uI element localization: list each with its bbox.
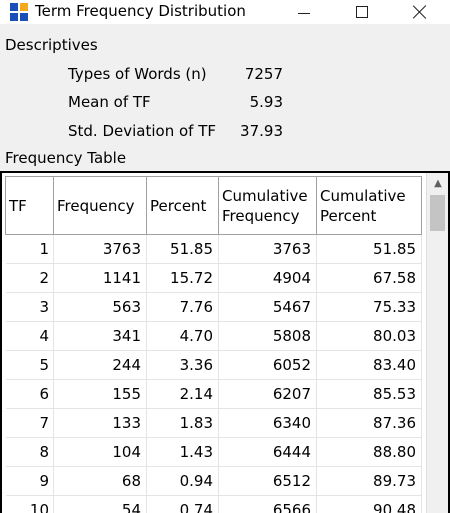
close-button[interactable] — [392, 0, 448, 24]
cell-tf: 4 — [5, 321, 54, 351]
cell-percent: 15.72 — [146, 263, 219, 293]
maximize-icon — [356, 6, 368, 18]
cell-tf: 5 — [5, 350, 54, 380]
vertical-scrollbar[interactable]: ▲ — [426, 173, 448, 513]
column-header-cumulative-frequency[interactable]: Cumulative Frequency — [218, 176, 317, 235]
column-header-percent[interactable]: Percent — [146, 176, 219, 235]
scroll-up-arrow-icon[interactable]: ▲ — [434, 177, 442, 189]
table-row[interactable]: 5 244 3.36 6052 83.40 — [5, 350, 422, 380]
cell-tf: 9 — [5, 466, 54, 496]
descriptive-key: Types of Words (n) — [68, 65, 207, 83]
cell-cumulative-percent: 88.80 — [316, 437, 422, 467]
cell-cumulative-frequency: 6512 — [218, 466, 317, 496]
table-row[interactable]: 7 133 1.83 6340 87.36 — [5, 408, 422, 438]
descriptive-row-mean: Mean of TF 5.93 — [68, 93, 283, 113]
frequency-table[interactable]: TF Frequency Percent Cumulative Frequency… — [0, 171, 450, 513]
cell-frequency: 155 — [53, 379, 147, 409]
cell-cumulative-frequency: 3763 — [218, 234, 317, 264]
cell-tf: 10 — [5, 495, 54, 513]
descriptive-value: 7257 — [244, 65, 283, 83]
column-header-cumulative-percent[interactable]: Cumulative Percent — [316, 176, 422, 235]
cell-percent: 4.70 — [146, 321, 219, 351]
descriptive-value: 37.93 — [240, 122, 283, 140]
descriptive-row-stddev: Std. Deviation of TF 37.93 — [68, 122, 283, 142]
close-icon — [413, 5, 427, 19]
cell-percent: 2.14 — [146, 379, 219, 409]
cell-percent: 7.76 — [146, 292, 219, 322]
cell-tf: 2 — [5, 263, 54, 293]
title-bar: Term Frequency Distribution — [0, 0, 450, 24]
cell-cumulative-percent: 90.48 — [316, 495, 422, 513]
cell-tf: 7 — [5, 408, 54, 438]
cell-frequency: 133 — [53, 408, 147, 438]
app-grid-icon — [10, 3, 28, 21]
cell-cumulative-percent: 89.73 — [316, 466, 422, 496]
cell-cumulative-frequency: 6340 — [218, 408, 317, 438]
column-header-tf[interactable]: TF — [5, 176, 54, 235]
table-row[interactable]: 8 104 1.43 6444 88.80 — [5, 437, 422, 467]
table-row[interactable]: 9 68 0.94 6512 89.73 — [5, 466, 422, 496]
cell-cumulative-percent: 83.40 — [316, 350, 422, 380]
descriptive-value: 5.93 — [249, 93, 283, 111]
maximize-button[interactable] — [334, 0, 390, 24]
cell-cumulative-percent: 80.03 — [316, 321, 422, 351]
window-title: Term Frequency Distribution — [35, 2, 246, 20]
descriptive-row-types: Types of Words (n) 7257 — [68, 65, 283, 85]
cell-percent: 1.83 — [146, 408, 219, 438]
cell-cumulative-frequency: 6052 — [218, 350, 317, 380]
cell-tf: 6 — [5, 379, 54, 409]
table-row[interactable]: 2 1141 15.72 4904 67.58 — [5, 263, 422, 293]
descriptives-heading: Descriptives — [5, 36, 98, 54]
cell-tf: 8 — [5, 437, 54, 467]
minimize-button[interactable] — [276, 0, 332, 24]
cell-frequency: 341 — [53, 321, 147, 351]
table-row[interactable]: 1 3763 51.85 3763 51.85 — [5, 234, 422, 264]
scroll-thumb[interactable] — [430, 195, 445, 231]
table-row[interactable]: 10 54 0.74 6566 90.48 — [5, 495, 422, 513]
cell-tf: 3 — [5, 292, 54, 322]
table-row[interactable]: 6 155 2.14 6207 85.53 — [5, 379, 422, 409]
cell-cumulative-frequency: 6207 — [218, 379, 317, 409]
cell-cumulative-frequency: 4904 — [218, 263, 317, 293]
descriptive-key: Mean of TF — [68, 93, 151, 111]
frequency-table-heading: Frequency Table — [5, 149, 127, 167]
cell-cumulative-percent: 67.58 — [316, 263, 422, 293]
cell-tf: 1 — [5, 234, 54, 264]
cell-frequency: 244 — [53, 350, 147, 380]
column-header-frequency[interactable]: Frequency — [53, 176, 147, 235]
cell-percent: 0.94 — [146, 466, 219, 496]
cell-cumulative-percent: 51.85 — [316, 234, 422, 264]
frequency-grid: TF Frequency Percent Cumulative Frequency… — [5, 176, 422, 513]
cell-cumulative-percent: 87.36 — [316, 408, 422, 438]
cell-frequency: 68 — [53, 466, 147, 496]
table-row[interactable]: 4 341 4.70 5808 80.03 — [5, 321, 422, 351]
cell-percent: 3.36 — [146, 350, 219, 380]
cell-cumulative-frequency: 6566 — [218, 495, 317, 513]
cell-frequency: 1141 — [53, 263, 147, 293]
cell-frequency: 3763 — [53, 234, 147, 264]
cell-percent: 0.74 — [146, 495, 219, 513]
cell-frequency: 563 — [53, 292, 147, 322]
cell-cumulative-frequency: 6444 — [218, 437, 317, 467]
cell-cumulative-percent: 75.33 — [316, 292, 422, 322]
cell-percent: 1.43 — [146, 437, 219, 467]
cell-frequency: 104 — [53, 437, 147, 467]
cell-frequency: 54 — [53, 495, 147, 513]
cell-percent: 51.85 — [146, 234, 219, 264]
descriptive-key: Std. Deviation of TF — [68, 122, 216, 140]
cell-cumulative-frequency: 5467 — [218, 292, 317, 322]
table-row[interactable]: 3 563 7.76 5467 75.33 — [5, 292, 422, 322]
cell-cumulative-percent: 85.53 — [316, 379, 422, 409]
minimize-icon — [298, 12, 310, 14]
cell-cumulative-frequency: 5808 — [218, 321, 317, 351]
